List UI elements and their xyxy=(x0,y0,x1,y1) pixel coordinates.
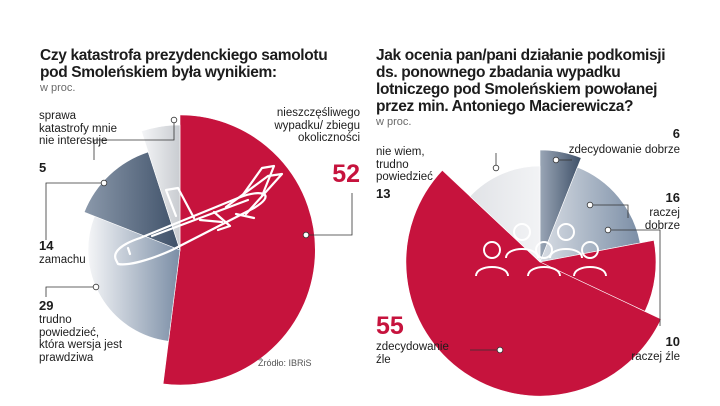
pie-slice-zdecydowanie-źle xyxy=(405,169,662,397)
chart-1-subtitle: w proc. xyxy=(40,82,76,94)
pie-slice-raczej-dobrze xyxy=(539,166,641,263)
value-definitely-good: 6 xyxy=(672,126,680,141)
label-definitely-good: zdecydowanie dobrze xyxy=(568,144,680,156)
label-rather-good: raczej dobrze xyxy=(644,207,680,232)
pie-chart-2 xyxy=(405,149,662,397)
pie-slice-nieszczęśliwego-wypadku xyxy=(162,114,316,386)
value-not-interested: 5 xyxy=(39,160,47,175)
value-definitely-bad: 55 xyxy=(376,312,404,340)
value-rather-good: 16 xyxy=(665,190,680,205)
label-accident: nieszczęśliwego wypadku/ zbiegu okoliczn… xyxy=(274,107,360,144)
label-definitely-bad: zdecydowanie źle xyxy=(376,341,449,366)
airplane-icon xyxy=(114,164,284,266)
leader-lines-2 xyxy=(470,153,661,351)
value-accident: 52 xyxy=(332,160,360,188)
pie-slice-trudno-powiedzieć xyxy=(87,215,181,342)
value-hard-to-say-1: 29 xyxy=(39,298,54,313)
pie-slice-zdecydowanie-dobrze xyxy=(539,149,582,263)
pie-slice-nie-wiem xyxy=(469,165,541,263)
leader-lines-1 xyxy=(45,120,353,297)
pie-chart-1 xyxy=(83,114,316,386)
value-dont-know: 13 xyxy=(376,186,391,201)
label-hard-to-say-1: trudno powiedzieć, która wersja jest pra… xyxy=(39,314,123,364)
label-assassination: zamachu xyxy=(39,254,86,266)
value-rather-bad: 10 xyxy=(665,334,680,349)
label-not-interested: sprawa katastrofy mnie nie interesuje xyxy=(39,110,117,147)
chart-2-title: Jak ocenia pan/pani działanie podkomisji… xyxy=(376,47,666,115)
label-dont-know: nie wiem, trudno powiedzieć xyxy=(376,146,433,183)
source-note: Źródło: IBRiS xyxy=(258,358,312,368)
label-rather-bad: raczej źle xyxy=(631,351,680,363)
pie-slice-raczej-źle xyxy=(539,239,657,312)
value-assassination: 14 xyxy=(39,238,54,253)
chart-2-subtitle: w proc. xyxy=(376,116,412,128)
chart-1-title: Czy katastrofa prezydenckiego samolotu p… xyxy=(40,47,328,81)
pie-slice-sprawa-katastrofy xyxy=(141,124,181,251)
people-group-icon xyxy=(475,223,607,277)
